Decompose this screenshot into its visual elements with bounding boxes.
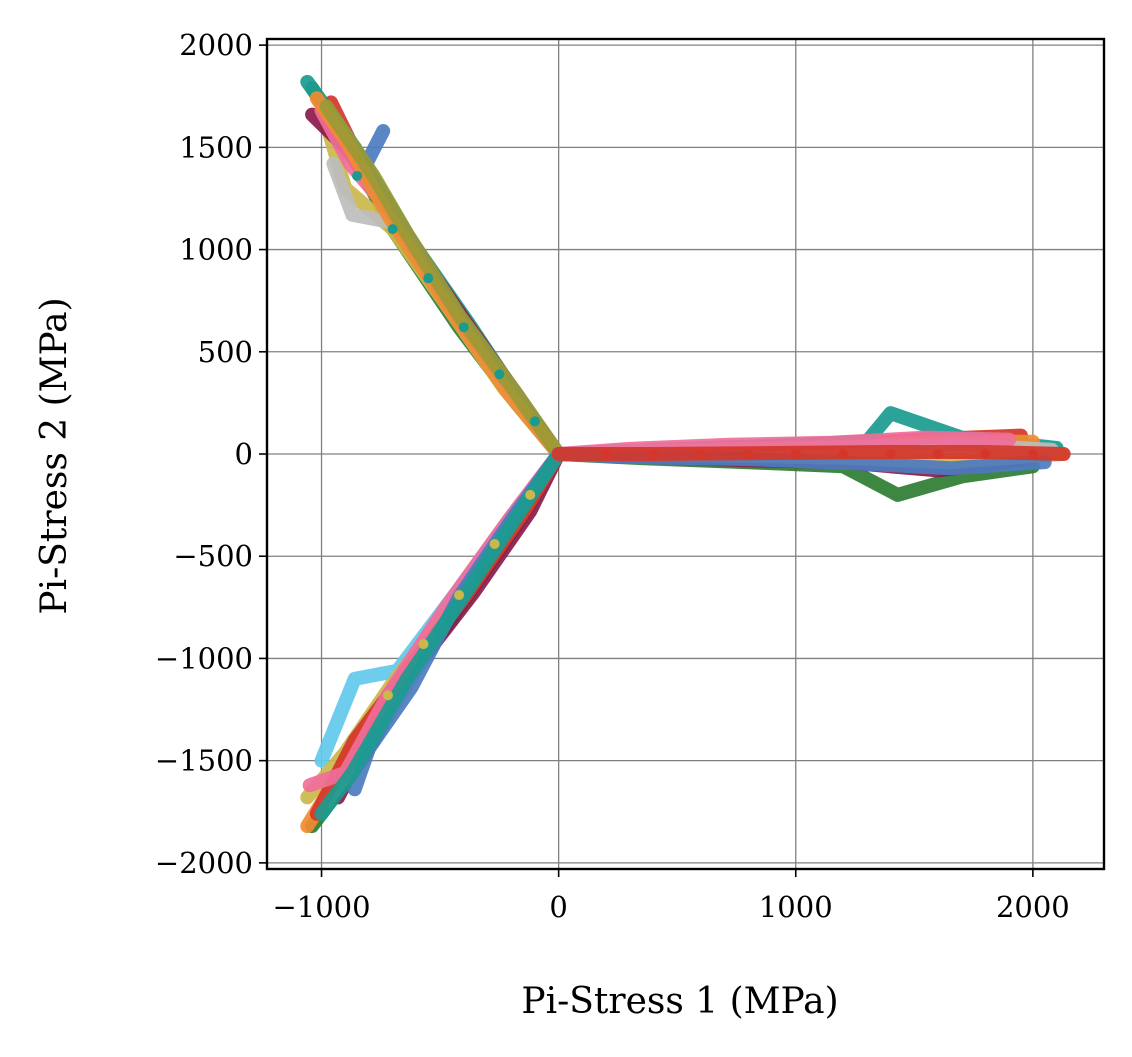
series-line-path-10 (319, 99, 566, 461)
series-line-path-30 (551, 445, 1071, 461)
x-tick-label: 1000 (759, 890, 833, 924)
y-tick-label: −1500 (155, 744, 253, 778)
y-tick-label: 0 (235, 437, 253, 471)
y-axis-label: Pi-Stress 2 (MPa) (34, 297, 75, 614)
y-tick-label: 1000 (179, 233, 253, 267)
y-tick-label: 2000 (179, 28, 253, 62)
data-point (1027, 449, 1038, 459)
data-point (695, 449, 706, 459)
data-point (489, 538, 500, 549)
data-point (454, 590, 465, 601)
data-point (790, 449, 801, 459)
data-point (387, 224, 398, 235)
ticks: −1000 0 1000 20002000150010005000−500−1000−… (155, 28, 1070, 924)
data-point (525, 489, 536, 500)
data-point (423, 273, 434, 284)
data-point (352, 170, 363, 181)
data-point (418, 639, 429, 650)
series-line-path-20 (314, 447, 566, 821)
x-axis-label: Pi-Stress 1 (MPa) (521, 981, 838, 1022)
data-point (494, 369, 505, 380)
data-point (601, 449, 612, 459)
data-point (648, 449, 659, 459)
y-tick-label: −2000 (155, 846, 253, 880)
y-tick-label: −500 (173, 539, 253, 573)
data-point (382, 690, 393, 701)
data-point (885, 449, 896, 459)
y-tick-label: 500 (198, 335, 253, 369)
x-tick-label: −1000 (272, 890, 370, 924)
data-point (458, 322, 469, 333)
series-layer (300, 74, 1071, 834)
y-tick-label: −1000 (155, 641, 253, 675)
data-point (838, 449, 849, 459)
data-point (933, 449, 944, 459)
x-tick-label: 2000 (996, 890, 1070, 924)
data-point (743, 449, 754, 459)
x-tick-label: 0 (549, 890, 567, 924)
data-point (529, 416, 540, 427)
data-point (980, 449, 991, 459)
y-tick-label: 1500 (179, 130, 253, 164)
